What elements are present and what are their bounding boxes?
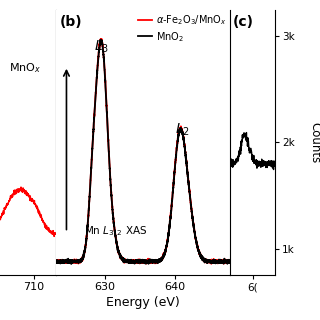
$\alpha$-Fe$_2$O$_3$/MnO$_x$ <box>206 259 210 262</box>
MnO$_2$ <box>206 258 210 262</box>
Line: $\alpha$-Fe$_2$O$_3$/MnO$_x$: $\alpha$-Fe$_2$O$_3$/MnO$_x$ <box>56 39 230 264</box>
Text: (c): (c) <box>233 15 254 29</box>
$\alpha$-Fe$_2$O$_3$/MnO$_x$ <box>121 258 125 262</box>
$\alpha$-Fe$_2$O$_3$/MnO$_x$ <box>228 260 232 263</box>
Line: MnO$_2$: MnO$_2$ <box>56 40 230 264</box>
MnO$_2$ <box>74 260 78 264</box>
$\alpha$-Fe$_2$O$_3$/MnO$_x$ <box>100 37 103 41</box>
MnO$_2$ <box>228 260 232 264</box>
MnO$_2$ <box>121 258 125 262</box>
Y-axis label: Counts: Counts <box>309 122 320 163</box>
$\alpha$-Fe$_2$O$_3$/MnO$_x$ <box>129 259 132 262</box>
$\alpha$-Fe$_2$O$_3$/MnO$_x$ <box>209 262 213 266</box>
Text: MnO$_x$: MnO$_x$ <box>9 61 41 75</box>
$\alpha$-Fe$_2$O$_3$/MnO$_x$ <box>54 258 58 262</box>
MnO$_2$ <box>129 259 132 263</box>
Text: (b): (b) <box>60 15 82 29</box>
MnO$_2$ <box>225 259 229 263</box>
MnO$_2$ <box>84 237 88 241</box>
$\alpha$-Fe$_2$O$_3$/MnO$_x$ <box>84 239 88 243</box>
MnO$_2$ <box>69 262 73 266</box>
Legend: $\alpha$-Fe$_2$O$_3$/MnO$_x$, MnO$_2$: $\alpha$-Fe$_2$O$_3$/MnO$_x$, MnO$_2$ <box>137 12 228 44</box>
Text: $L_3$: $L_3$ <box>94 38 109 55</box>
X-axis label: Energy (eV): Energy (eV) <box>106 296 180 309</box>
$\alpha$-Fe$_2$O$_3$/MnO$_x$ <box>225 259 229 263</box>
MnO$_2$ <box>54 259 58 263</box>
MnO$_2$ <box>99 38 103 42</box>
$\alpha$-Fe$_2$O$_3$/MnO$_x$ <box>74 260 78 264</box>
Text: $L_2$: $L_2$ <box>175 122 190 138</box>
Text: Mn $L_{3,2}$ XAS: Mn $L_{3,2}$ XAS <box>84 225 147 240</box>
